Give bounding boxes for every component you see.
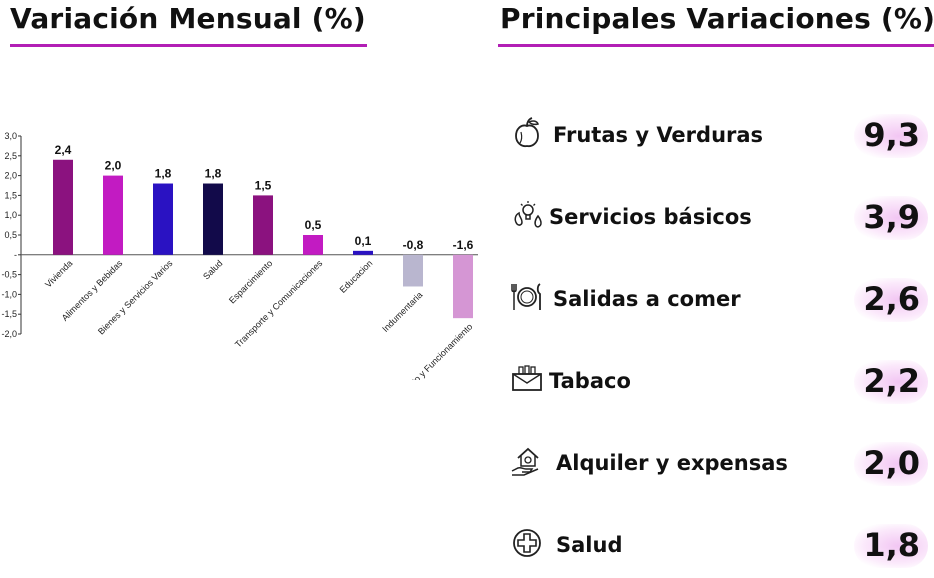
variation-value: 2,0	[863, 444, 920, 482]
bar-value-label: 2,0	[105, 159, 122, 173]
variation-glow	[854, 524, 928, 568]
variation-value-pill: 1,8	[854, 524, 928, 568]
variations-title: Principales Variaciones (%)	[500, 2, 934, 35]
bar	[453, 254, 473, 319]
variation-value-pill: 3,9	[854, 196, 928, 240]
variation-value-pill: 2,0	[854, 442, 928, 486]
variations-list: Frutas y Verduras 9,3 Servicios básicos …	[500, 100, 934, 569]
variation-glow	[854, 360, 928, 404]
category-label: Salud	[201, 258, 224, 281]
variation-item: Frutas y Verduras 9,3	[500, 108, 934, 168]
variation-value-pill: 2,2	[854, 360, 928, 404]
variation-label: Salud	[556, 533, 623, 557]
variation-value: 1,8	[863, 526, 920, 564]
cigarette-pack-icon	[512, 365, 542, 391]
chart-title: Variación Mensual (%)	[10, 2, 366, 35]
variation-value: 3,9	[863, 198, 920, 236]
y-tick-label: 2,5	[4, 151, 17, 161]
y-tick-label: 1,5	[4, 190, 17, 200]
variation-label: Tabaco	[549, 369, 631, 393]
variation-glow	[854, 114, 928, 158]
house-rent-icon	[511, 447, 539, 476]
bar	[203, 183, 223, 255]
y-tick-label: 3,0	[4, 131, 17, 141]
variation-item: Alquiler y expensas 2,0	[500, 436, 934, 496]
category-label: Transporte y Comunicaciones	[233, 258, 325, 350]
utilities-icon	[514, 201, 542, 228]
bar-value-label: 2,4	[55, 143, 72, 157]
y-tick-label: 1,0	[4, 210, 17, 220]
variation-glow	[854, 196, 928, 240]
bar	[353, 250, 373, 255]
variation-value: 2,6	[863, 280, 920, 318]
bar-value-label: 0,5	[305, 218, 322, 232]
variation-value-pill: 9,3	[854, 114, 928, 158]
variations-title-underline	[498, 44, 934, 47]
variation-item: Tabaco 2,2	[500, 354, 934, 414]
category-label: Indumentaria	[380, 290, 424, 334]
chart-title-underline	[10, 44, 367, 47]
y-tick-label: -0,5	[1, 270, 17, 280]
category-label: Educacion	[338, 258, 375, 295]
variation-item: Salidas a comer 2,6	[500, 272, 934, 332]
variation-glow	[854, 278, 928, 322]
bar-value-label: -0,8	[403, 238, 424, 252]
y-tick-label: 2,0	[4, 171, 17, 181]
bar	[53, 159, 73, 255]
variation-label: Alquiler y expensas	[556, 451, 788, 475]
bar	[253, 195, 273, 255]
bar	[153, 183, 173, 255]
variation-glow	[854, 442, 928, 486]
y-tick-label: -1,5	[1, 309, 17, 319]
category-label: Equipamiento y Funcionamiento	[376, 322, 474, 380]
bar-value-label: -1,6	[453, 238, 474, 252]
fruits-icon	[515, 117, 539, 148]
variation-value: 2,2	[863, 362, 920, 400]
category-label: Esparcimiento	[227, 258, 274, 305]
y-tick-label: -	[14, 250, 17, 260]
variation-label: Frutas y Verduras	[553, 123, 764, 147]
bar-value-label: 1,8	[205, 167, 222, 181]
variation-item: Salud 1,8	[500, 518, 934, 578]
bar-value-label: 0,1	[355, 234, 372, 248]
y-tick-label: -1,0	[1, 289, 17, 299]
variation-value-pill: 2,6	[854, 278, 928, 322]
variation-label: Servicios básicos	[549, 205, 752, 229]
variation-item: Servicios básicos 3,9	[500, 190, 934, 250]
bar	[403, 254, 423, 287]
bar	[303, 235, 323, 255]
health-cross-icon	[513, 529, 541, 557]
bar-value-label: 1,8	[155, 167, 172, 181]
bar-value-label: 1,5	[255, 178, 272, 192]
monthly-variation-bar-chart: 3,0 2,5 2,0 1,5 1,0 0,5 - -0,5 -1,0 -1,5 -2,0 2,4 Vi…	[1, 131, 478, 380]
category-label: Vivienda	[43, 258, 74, 289]
bar	[103, 175, 123, 255]
y-tick-label: -2,0	[1, 329, 17, 339]
variation-label: Salidas a comer	[553, 287, 741, 311]
variation-value: 9,3	[863, 116, 920, 154]
dining-icon	[511, 283, 541, 310]
y-tick-label: 0,5	[4, 230, 17, 240]
